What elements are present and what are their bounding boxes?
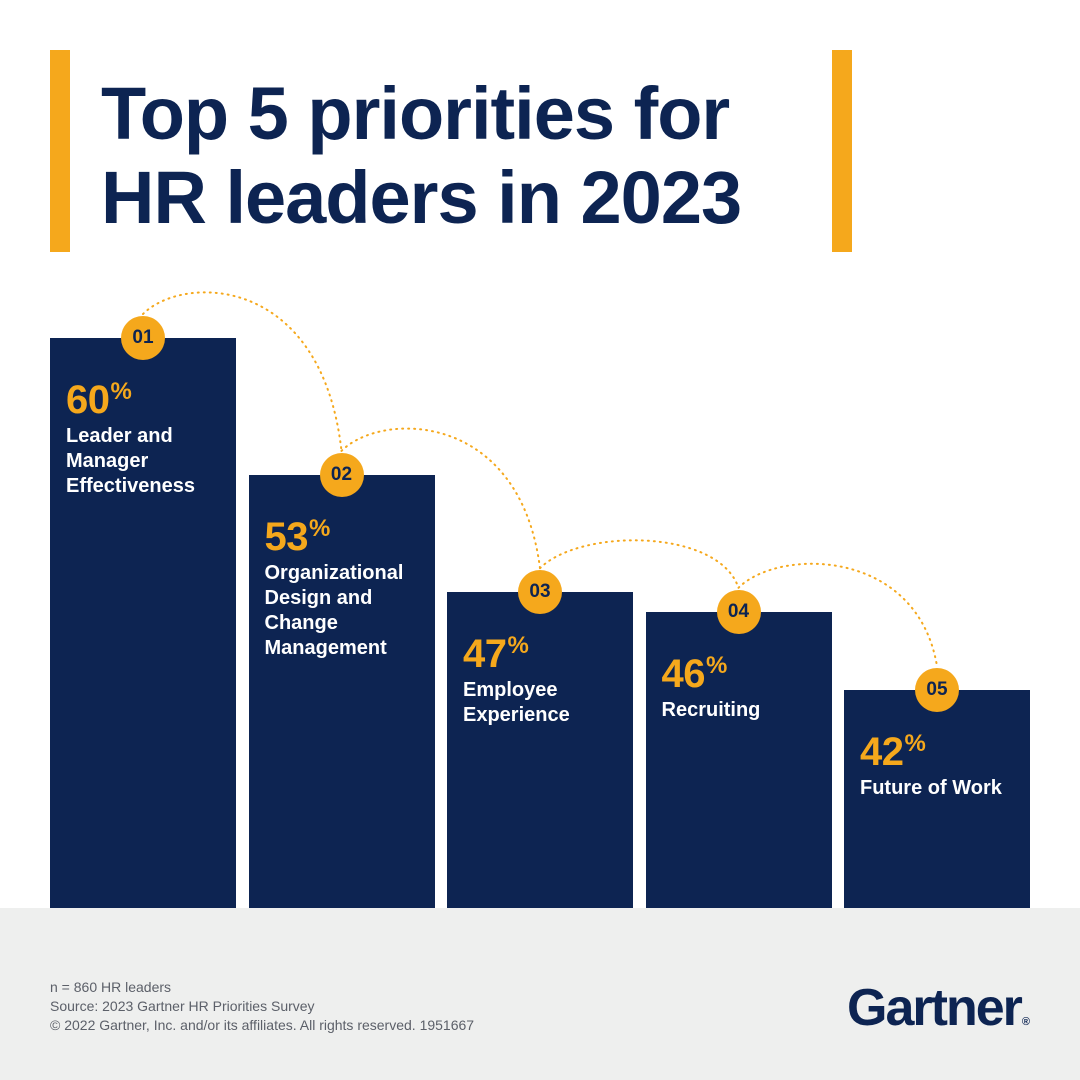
value-unit: %: [904, 730, 926, 757]
bar-text-1: 60% Leader and Manager Effectiveness: [66, 370, 230, 499]
title-block: Top 5 priorities for HR leaders in 2023: [50, 50, 852, 252]
connector-arc-3: [539, 539, 740, 589]
footer-notes: n = 860 HR leaders Source: 2023 Gartner …: [50, 978, 474, 1035]
footer: n = 860 HR leaders Source: 2023 Gartner …: [0, 908, 1080, 1080]
logo-text: Gartner: [847, 979, 1023, 1037]
bar-chart: 60% Leader and Manager Effectiveness 01 53%…: [0, 280, 1080, 910]
rank-badge-2: 02: [319, 452, 364, 497]
copyright-note: © 2022 Gartner, Inc. and/or its affiliat…: [50, 1017, 475, 1033]
sample-size-note: n = 860 HR leaders: [50, 979, 172, 995]
category-label: Future of Work: [860, 777, 1002, 799]
registered-mark: ®: [1021, 1016, 1030, 1028]
value-unit: %: [507, 632, 529, 660]
bar-value-label: 47%: [463, 624, 627, 676]
bar-value-label: 53%: [265, 507, 429, 559]
rank-badge-5: 05: [915, 668, 959, 712]
title-accent-bar-left: [50, 50, 70, 252]
value-number: 46: [661, 651, 706, 696]
value-unit: %: [309, 514, 330, 542]
bar-1: 60% Leader and Manager Effectiveness: [50, 338, 236, 908]
bar-value-label: 42%: [860, 722, 1024, 774]
value-number: 53: [264, 514, 309, 559]
connector-arc-4: [737, 562, 938, 667]
category-label: Recruiting: [661, 698, 761, 721]
bar-5: 42% Future of Work: [844, 690, 1030, 908]
title-line-1: Top 5 priorities for: [101, 72, 730, 155]
bar-4: 46% Recruiting: [645, 611, 832, 908]
rank-badge-1: 01: [121, 316, 165, 360]
bar-text-3: 47% Employee Experience: [463, 624, 627, 728]
bar-3: 47% Employee Experience: [447, 592, 633, 908]
category-label: Organizational Design and Change Managem…: [264, 561, 404, 659]
value-number: 60: [66, 378, 110, 422]
connector-arc-1: [142, 291, 343, 452]
value-number: 47: [463, 632, 507, 677]
rank-connector-arcs: [142, 291, 938, 667]
category-label: Employee Experience: [463, 679, 570, 727]
source-note: Source: 2023 Gartner HR Priorities Surve…: [50, 998, 315, 1014]
category-label: Leader and Manager Effectiveness: [66, 425, 195, 497]
value-number: 42: [860, 730, 904, 774]
value-unit: %: [706, 651, 727, 679]
rank-badge-3: 03: [518, 570, 562, 615]
bar-value-label: 46%: [662, 644, 826, 696]
bar-text-4: 46% Recruiting: [662, 644, 826, 723]
bar-2: 53% Organizational Design and Change Mana…: [248, 474, 435, 908]
rank-badge-4: 04: [716, 589, 761, 634]
bar-text-2: 53% Organizational Design and Change Mana…: [265, 507, 429, 661]
gartner-logo: Gartner®: [847, 978, 1030, 1052]
chart-title: Top 5 priorities for HR leaders in 2023: [101, 72, 742, 240]
title-line-2: HR leaders in 2023: [101, 156, 742, 239]
value-unit: %: [110, 378, 132, 405]
bar-value-label: 60%: [66, 370, 230, 422]
connector-arc-2: [340, 427, 541, 570]
bar-text-5: 42% Future of Work: [860, 722, 1024, 801]
title-accent-bar-right: [832, 50, 852, 252]
